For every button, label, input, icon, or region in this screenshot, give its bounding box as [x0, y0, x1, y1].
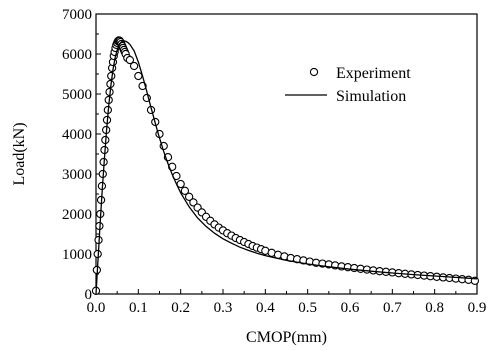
- x-tick-label: 0.8: [425, 300, 444, 316]
- experiment-point: [189, 198, 198, 207]
- x-tick-label: 0.1: [129, 300, 148, 316]
- x-tick-label: 0.4: [256, 300, 275, 316]
- legend-simulation-label: Simulation: [336, 88, 406, 105]
- legend: Experiment Simulation: [285, 65, 411, 105]
- simulation-line: [95, 40, 478, 295]
- y-tick-label: 7000: [62, 7, 92, 23]
- x-axis-title: CMOP(mm): [246, 329, 327, 346]
- x-axis-ticks: 0.0 0.1 0.2 0.3 0.4 0.5 0.6 0.7 0.8 0.9: [87, 289, 487, 316]
- y-tick-label: 0: [85, 287, 93, 303]
- y-tick-label: 6000: [62, 47, 92, 63]
- plot-frame: [95, 13, 478, 295]
- x-tick-label: 0.9: [468, 300, 487, 316]
- experiment-point: [125, 55, 135, 65]
- plot-area: 0.0 0.1 0.2 0.3 0.4 0.5 0.6 0.7 0.8 0.9 0 1000 2000…: [62, 7, 486, 316]
- x-tick-label: 0.5: [298, 300, 317, 316]
- y-axis-title: Load(kN): [11, 122, 28, 185]
- experiment-point: [184, 192, 194, 201]
- y-tick-label: 3000: [62, 167, 92, 183]
- x-tick-label: 0.3: [214, 300, 233, 316]
- experiment-point: [180, 186, 190, 195]
- y-axis-ticks: 0 1000 2000 3000 4000 5000 6000 7000: [62, 7, 101, 303]
- x-tick-label: 0.2: [171, 300, 190, 316]
- experiment-point: [134, 71, 143, 81]
- y-tick-label: 2000: [62, 207, 92, 223]
- x-tick-label: 0.0: [87, 300, 106, 316]
- series-experiment: [91, 36, 480, 295]
- legend-experiment-label: Experiment: [336, 65, 411, 82]
- y-tick-label: 4000: [62, 127, 92, 143]
- series-simulation: [95, 40, 478, 295]
- x-tick-label: 0.6: [341, 300, 360, 316]
- experiment-point: [129, 61, 139, 71]
- y-tick-label: 1000: [62, 247, 92, 263]
- y-tick-label: 5000: [62, 87, 92, 103]
- x-tick-label: 0.7: [383, 300, 402, 316]
- legend-experiment-marker: [309, 67, 319, 77]
